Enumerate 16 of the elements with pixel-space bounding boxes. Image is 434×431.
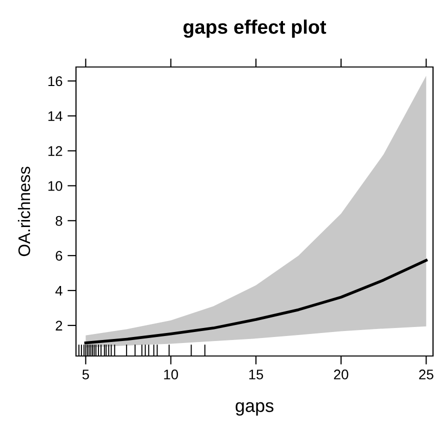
y-tick-label: 2	[56, 320, 62, 330]
chart-title: gaps effect plot	[183, 20, 326, 38]
x-tick-label: 15	[249, 370, 264, 380]
x-tick-label: 5	[82, 370, 89, 380]
y-tick-label: 6	[56, 250, 62, 261]
x-tick-label: 25	[419, 370, 434, 380]
y-tick-label: 8	[56, 216, 62, 226]
x-axis-title: gaps	[236, 402, 274, 416]
y-tick-label: 14	[48, 111, 62, 121]
x-tick-label: 20	[334, 370, 348, 380]
y-tick-label: 12	[48, 146, 62, 156]
y-tick-label: 4	[55, 286, 62, 296]
x-tick-label: 10	[164, 370, 178, 380]
y-axis-title: OA.richness	[18, 166, 30, 256]
y-tick-label: 16	[48, 76, 62, 86]
y-tick-label: 10	[48, 181, 62, 191]
